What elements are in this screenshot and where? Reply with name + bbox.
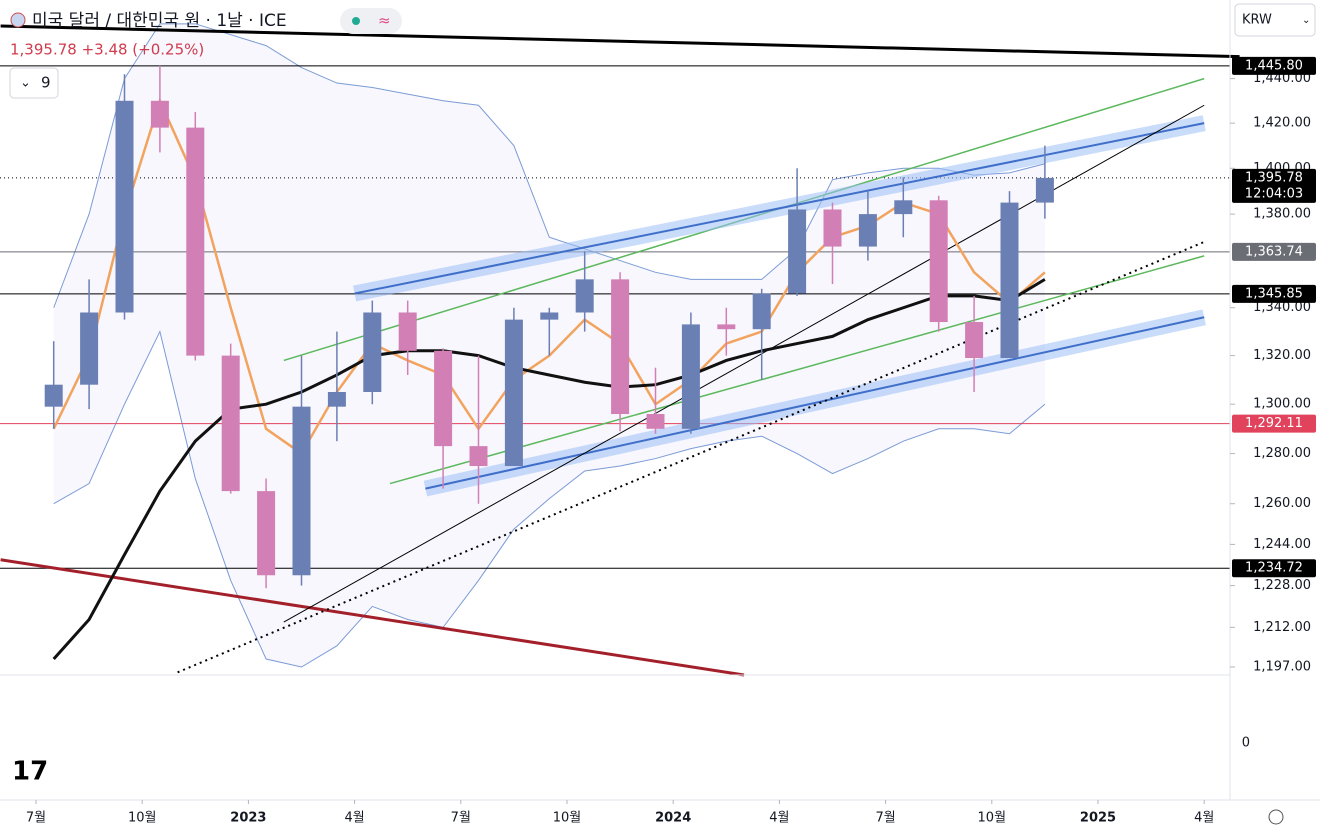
candle-body [186,127,205,356]
x-tick-label: 4월 [1194,811,1214,826]
y-tick-label: 1,300.00 [1253,397,1311,412]
candle-body [363,312,382,393]
candle-body [894,200,913,215]
x-tick-label: 7월 [451,811,471,826]
candle-body [611,279,630,415]
tv-logo: 17 [12,757,48,787]
candle-body [398,312,417,351]
candle-body [221,355,240,492]
y-tick-label: 1,440.00 [1253,71,1311,86]
trend-line [0,24,1240,59]
countdown: 12:04:03 [1245,186,1303,201]
currency[interactable]: KRW [1242,13,1272,28]
price-label: 1,363.74 [1245,244,1303,259]
plot [0,23,1240,677]
flag-icon [10,12,26,28]
candle-body [434,350,453,447]
y-tick-label: 1,260.00 [1253,496,1311,511]
candle-body [44,384,63,407]
candle-body [646,414,665,429]
market-status [352,17,360,25]
price-label-box [1232,414,1316,433]
trend-line [389,255,1205,485]
moving-average [52,278,1046,661]
x-tick-label: 2025 [1080,811,1116,826]
x-tick-label: 10월 [128,811,157,826]
candle-body [150,100,169,128]
candle-body [858,214,877,247]
price-label-box [1232,284,1316,303]
candle-body [929,200,948,323]
quote: 1,395.78 +3.48 (+0.25%) [10,41,204,59]
candle-body [1035,177,1054,203]
x-tick-label: 4월 [769,811,789,826]
y-tick-label: 1,320.00 [1253,348,1311,363]
y-tick-label: 1,380.00 [1253,207,1311,222]
chevron: ⌄ [20,76,31,91]
indicator-toggle[interactable] [9,67,59,99]
price-label: 1,395.78 [1245,170,1303,185]
y-tick-label: 1,340.00 [1253,300,1311,315]
status-badge [340,8,402,34]
candle-body [327,392,346,407]
x-tick-label: 2024 [655,811,691,826]
candle-body [80,312,99,385]
price-label-box [1232,242,1316,261]
candle-body [681,324,700,429]
price-label: 1,445.80 [1245,58,1303,73]
y-tick-label: 1,420.00 [1253,116,1311,131]
price-label-box [1232,559,1316,578]
y-tick-label: 1,244.00 [1253,537,1311,552]
candle-body [965,322,984,359]
candle-body [1000,202,1019,359]
settings-icon[interactable] [1268,809,1284,825]
candle-body [257,491,276,576]
candle-body [292,406,311,576]
price-label: 1,234.72 [1245,561,1303,576]
pane2-tick-label: 0 [1242,736,1250,751]
trend-line [354,122,1205,295]
indicator-count[interactable]: 9 [41,74,51,92]
candle-body [504,319,523,467]
trend-line [425,316,1205,490]
x-tick-label: 10월 [978,811,1007,826]
price-label: 1,345.85 [1245,286,1303,301]
price-label-box [1232,168,1316,203]
price-label: 1,292.11 [1245,416,1303,431]
x-tick-label: 7월 [26,811,46,826]
candle-body [575,279,594,313]
candle-body [752,293,771,330]
x-tick-label: 2023 [230,811,266,826]
x-tick-label: 7월 [875,811,895,826]
price-label-box [1232,56,1316,75]
trend-line [0,558,745,677]
data-status: ≈ [378,12,391,30]
y-tick-label: 1,228.00 [1253,578,1311,593]
candle-body [115,100,134,313]
x-tick-label: 10월 [553,811,582,826]
candle-body [788,209,807,294]
dropdown-arrow: ⌄ [1302,15,1310,26]
candle-body [717,324,736,330]
y-tick-label: 1,212.00 [1253,620,1311,635]
candle-body [540,312,559,320]
x-tick-label: 4월 [344,811,364,826]
currency-select[interactable] [1234,3,1316,37]
symbol-title: 미국 달러 / 대한민국 원 · 1날 · ICE [32,11,287,31]
y-tick-label: 1,197.00 [1253,660,1311,675]
band-lower [53,330,1046,668]
candle-body [469,446,488,467]
y-tick-label: 1,280.00 [1253,446,1311,461]
candle-body [823,209,842,247]
